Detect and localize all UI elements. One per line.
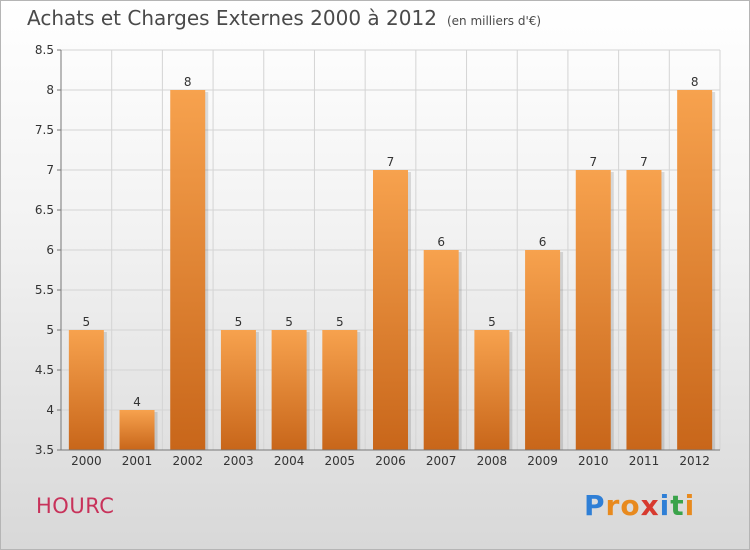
logo-letter: r [605,489,621,522]
bar-2010 [575,170,611,450]
y-tick-label: 6.5 [35,203,54,217]
y-tick-label: 4 [46,403,54,417]
bar-2001 [119,410,155,450]
y-tick-label: 3.5 [35,443,54,457]
logo-letter: t [670,489,685,522]
data-label: 7 [589,155,597,169]
x-tick-label: 2000 [71,454,102,468]
data-label: 5 [83,315,91,329]
chart-title-text: Achats et Charges Externes 2000 à 2012 [27,6,437,30]
chart-title: Achats et Charges Externes 2000 à 2012 (e… [27,6,541,30]
bar-2007 [423,250,459,450]
x-tick-label: 2010 [578,454,609,468]
y-tick-label: 7 [46,163,54,177]
y-tick-label: 8.5 [35,43,54,57]
y-tick-label: 4.5 [35,363,54,377]
data-label: 7 [640,155,648,169]
y-tick-label: 8 [46,83,54,97]
logo-letter: i [659,489,671,522]
data-label: 6 [539,235,547,249]
chart-unit: (en milliers d'€) [446,14,542,28]
x-tick-label: 2004 [274,454,305,468]
proxiti-logo[interactable]: Proxiti [584,489,695,522]
x-tick-label: 2005 [325,454,356,468]
logo-letter: x [640,489,660,522]
bar-2003 [220,330,256,450]
bar-2009 [525,250,561,450]
bar-2004 [271,330,307,450]
logo-letter: P [584,489,606,522]
y-tick-label: 5.5 [35,283,54,297]
x-tick-label: 2008 [477,454,508,468]
data-label: 5 [235,315,243,329]
x-tick-label: 2003 [223,454,254,468]
bar-2002 [170,90,206,450]
bar-2008 [474,330,510,450]
bar-2006 [373,170,408,450]
logo-letter: i [684,489,696,522]
bar-2011 [626,170,662,450]
bar-2012 [677,90,713,450]
x-tick-label: 2001 [122,454,153,468]
y-tick-label: 5 [46,323,54,337]
x-tick-label: 2009 [527,454,558,468]
bar-2005 [322,330,358,450]
commune-name: HOURC [36,494,115,518]
x-tick-label: 2002 [172,454,203,468]
data-label: 6 [437,235,445,249]
data-label: 7 [387,155,395,169]
bars: 5 4 8 5 5 5 7 6 5 6 7 7 8 [68,75,716,450]
axes: 3.5 4 4.5 5 5.5 6 6.5 7 7.5 8 8.5 2000 2001 2002 2003 2… [35,43,720,468]
y-tick-label: 7.5 [35,123,54,137]
bar-2000 [68,330,104,450]
x-tick-label: 2011 [629,454,660,468]
data-label: 4 [133,395,141,409]
x-tick-label: 2006 [375,454,406,468]
data-label: 5 [488,315,496,329]
x-tick-label: 2007 [426,454,457,468]
logo-letter: o [620,489,641,522]
x-tick-label: 2012 [679,454,710,468]
data-label: 5 [336,315,344,329]
y-tick-label: 6 [46,243,54,257]
data-label: 8 [184,75,192,89]
data-label: 8 [691,75,699,89]
data-label: 5 [285,315,293,329]
